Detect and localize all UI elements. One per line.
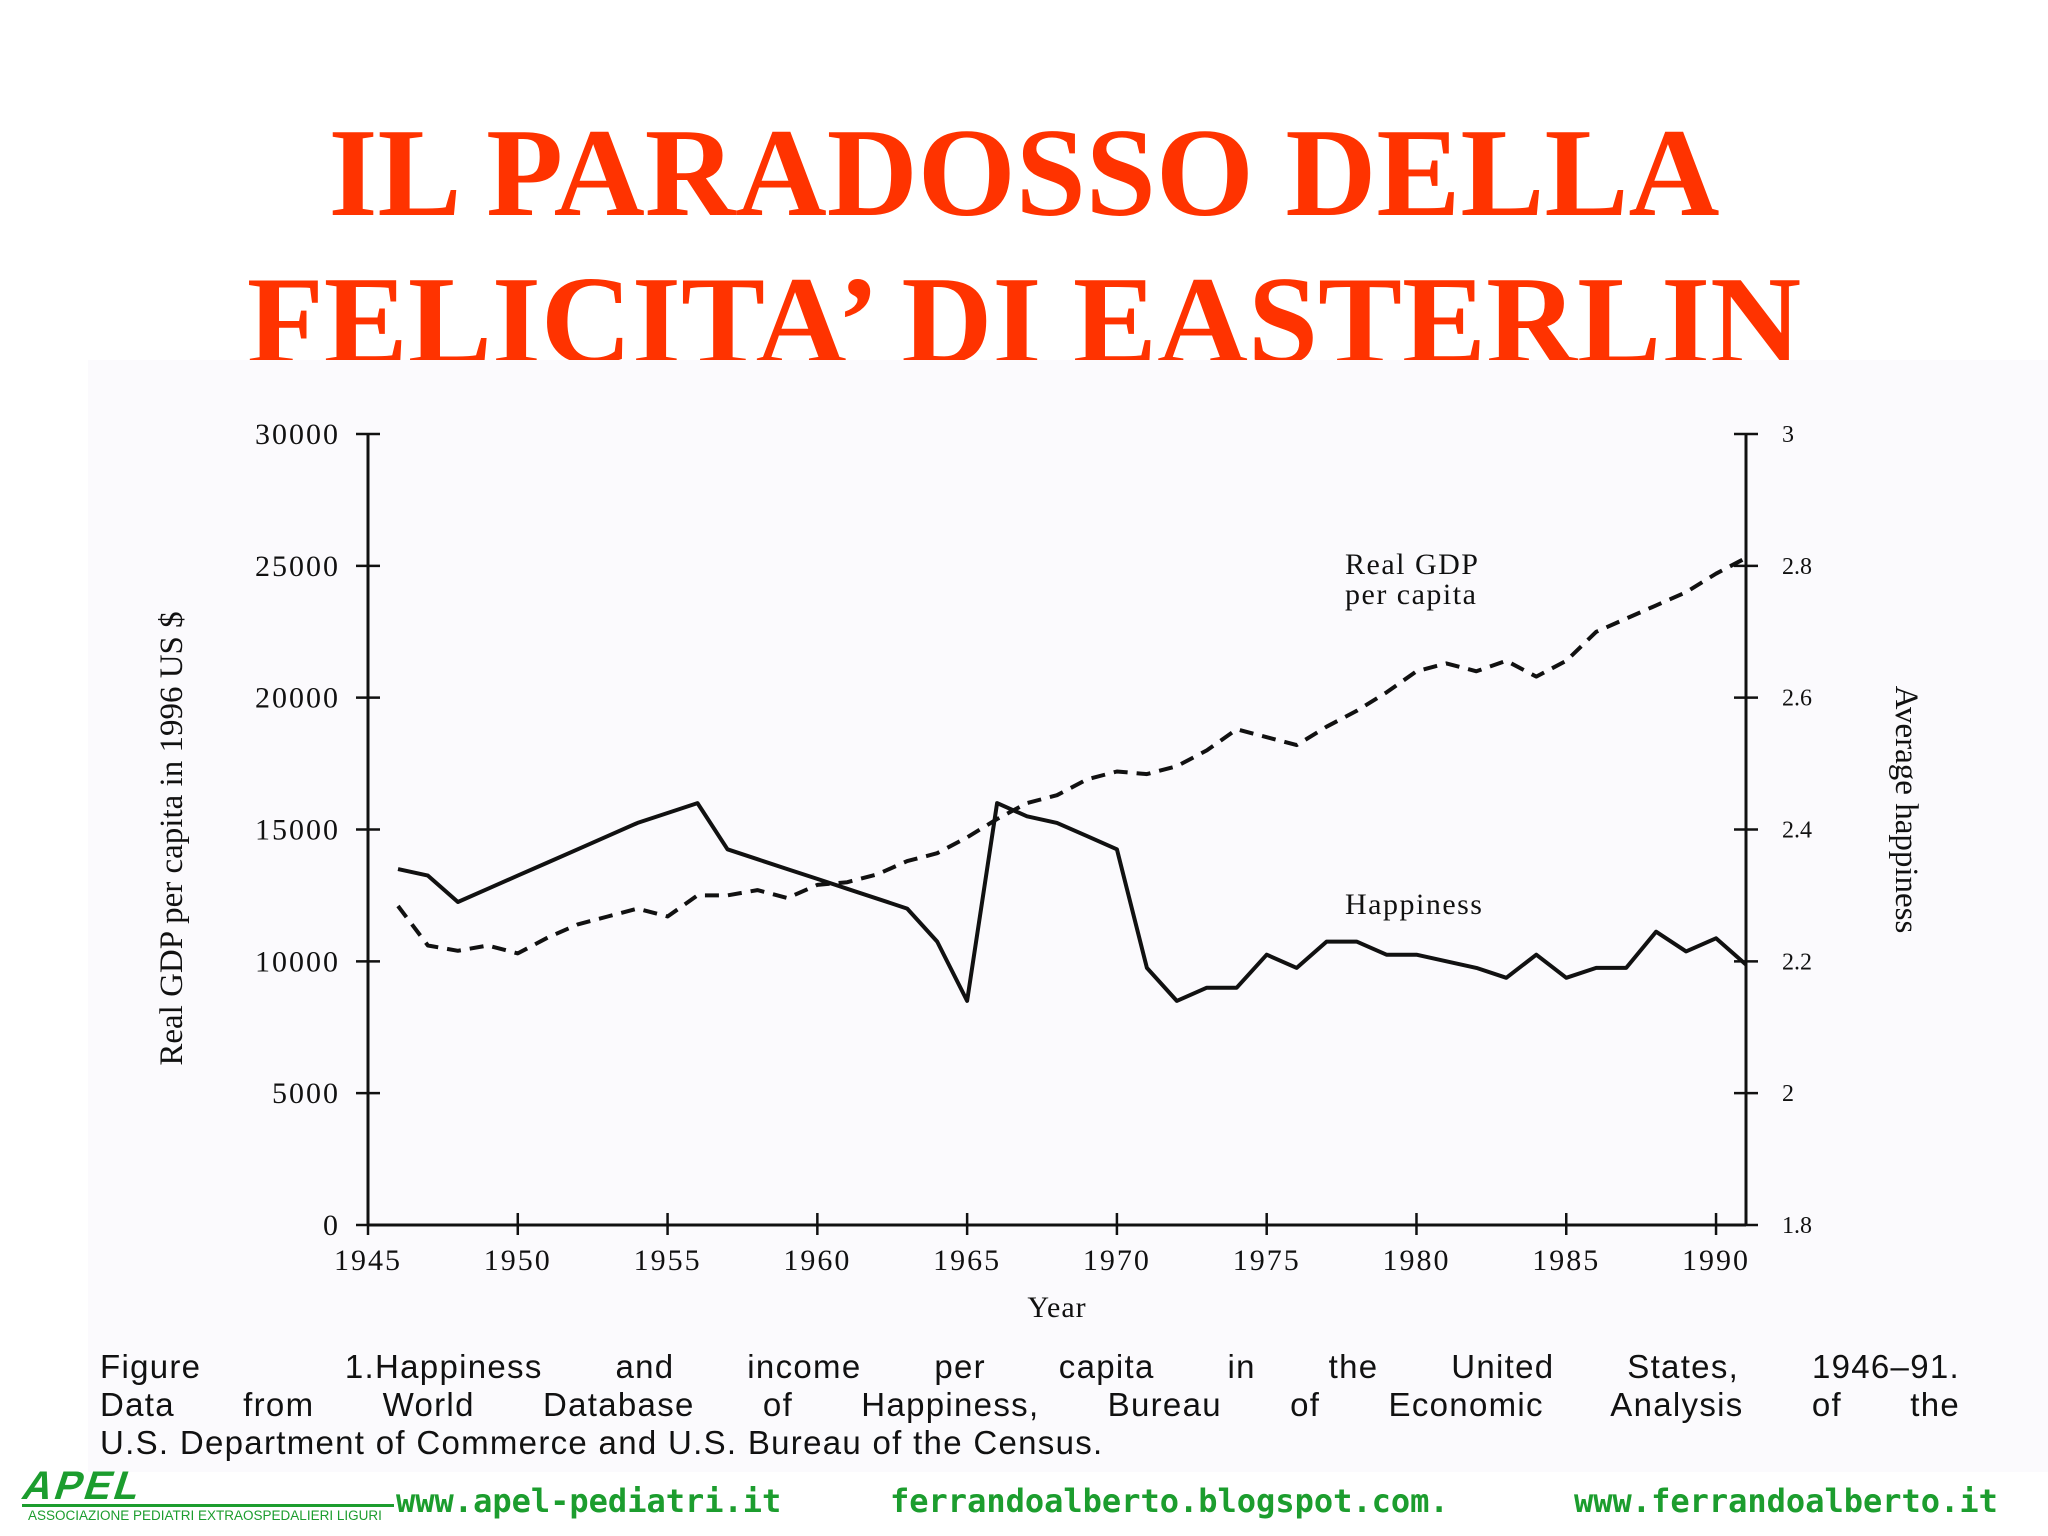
y-tick-label: 20000 bbox=[255, 682, 340, 715]
y-tick-label: 5000 bbox=[272, 1077, 340, 1110]
x-tick-label: 1960 bbox=[783, 1244, 851, 1277]
x-tick-label: 1990 bbox=[1682, 1244, 1750, 1277]
x-tick-label: 1950 bbox=[484, 1244, 552, 1277]
logo-subtitle: ASSOCIAZIONE PEDIATRI EXTRAOSPEDALIERI L… bbox=[28, 1508, 382, 1523]
link-apel-pediatri[interactable]: www.apel-pediatri.it bbox=[396, 1482, 782, 1520]
caption-line-2: Data from World Database of Happiness, B… bbox=[100, 1386, 1960, 1423]
title-line-1: IL PARADOSSO DELLA bbox=[328, 104, 1720, 243]
y-axis-label: Real GDP per capita in 1996 US $ bbox=[154, 611, 190, 1065]
figure-caption: Figure 1.Happiness and income per capita… bbox=[100, 1348, 1960, 1462]
y2-tick-label: 2.6 bbox=[1782, 686, 1812, 712]
happiness-line bbox=[397, 801, 1748, 1003]
logo-wordmark: APEL bbox=[17, 1464, 150, 1508]
y-tick-label: 25000 bbox=[255, 550, 340, 583]
x-tick-label: 1970 bbox=[1083, 1244, 1151, 1277]
x-axis-label: Year bbox=[1027, 1291, 1086, 1324]
caption-line-1: Figure 1.Happiness and income per capita… bbox=[100, 1348, 1960, 1386]
caption-line-3: U.S. Department of Commerce and U.S. Bur… bbox=[100, 1424, 1104, 1461]
figure-panel bbox=[88, 360, 2048, 1472]
link-ferrandoalberto[interactable]: www.ferrandoalberto.it bbox=[1574, 1482, 1998, 1520]
y-tick-label: 10000 bbox=[255, 945, 340, 978]
y-tick-label: 30000 bbox=[255, 418, 340, 451]
y2-tick-label: 2.2 bbox=[1782, 949, 1812, 975]
y2-tick-label: 2 bbox=[1782, 1081, 1794, 1107]
y-tick-label: 15000 bbox=[255, 814, 340, 847]
x-tick-label: 1980 bbox=[1382, 1244, 1450, 1277]
logo-divider bbox=[22, 1504, 394, 1507]
gdp-line bbox=[396, 556, 1747, 956]
x-tick-label: 1965 bbox=[933, 1244, 1001, 1277]
caption-text-1: Happiness and income per capita in the U… bbox=[375, 1348, 1960, 1385]
figure-label: Figure 1. bbox=[100, 1348, 375, 1385]
footer: APEL ASSOCIAZIONE PEDIATRI EXTRAOSPEDALI… bbox=[0, 1458, 2048, 1536]
y2-tick-label: 2.4 bbox=[1782, 818, 1812, 844]
x-tick-label: 1945 bbox=[334, 1244, 402, 1277]
link-blogspot[interactable]: ferrandoalberto.blogspot.com. bbox=[890, 1482, 1449, 1520]
x-tick-label: 1985 bbox=[1532, 1244, 1600, 1277]
gdp-series-label: Real GDP bbox=[1345, 548, 1480, 581]
apel-logo[interactable]: APEL ASSOCIAZIONE PEDIATRI EXTRAOSPEDALI… bbox=[14, 1458, 394, 1528]
x-tick-label: 1975 bbox=[1233, 1244, 1301, 1277]
slide-title: IL PARADOSSO DELLA FELICITA’ DI EASTERLI… bbox=[0, 100, 2048, 396]
y2-tick-label: 1.8 bbox=[1782, 1213, 1812, 1239]
gdp-series-label-2: per capita bbox=[1345, 578, 1477, 611]
x-tick-label: 1955 bbox=[634, 1244, 702, 1277]
y-tick-label: 0 bbox=[323, 1209, 340, 1242]
y2-axis-label: Average happiness bbox=[1888, 686, 1924, 934]
y2-tick-label: 3 bbox=[1782, 422, 1794, 448]
happiness-series-label: Happiness bbox=[1345, 888, 1483, 921]
y2-tick-label: 2.8 bbox=[1782, 554, 1812, 580]
